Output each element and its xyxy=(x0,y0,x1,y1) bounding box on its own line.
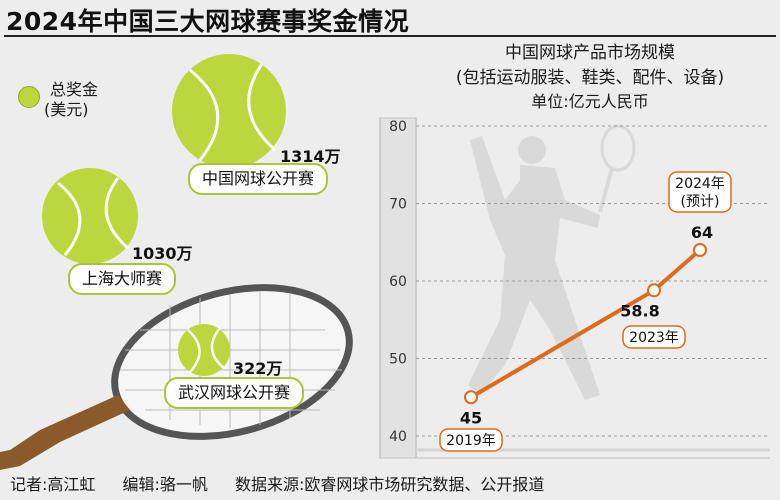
ball-china-open xyxy=(172,54,286,168)
data-point-1 xyxy=(647,283,661,298)
y-tick-label-40: 40 xyxy=(389,429,407,445)
title-underline xyxy=(4,35,776,37)
market-size-line-chart: 40 50 60 70 80 45 58.8 64 2019年 2023年 2024年 (预计) xyxy=(389,119,770,452)
x-label-2019-text-0: 2019年 xyxy=(446,433,496,449)
x-label-2024-text-1: (预计) xyxy=(681,194,720,210)
event-label-china-open: 中国网球公开赛 xyxy=(188,163,329,195)
court-net-illustration xyxy=(379,117,770,459)
x-label-2023-text-0: 2023年 xyxy=(629,330,679,346)
data-point-2 xyxy=(693,243,707,257)
header: 2024年中国三大网球赛事奖金情况 xyxy=(0,0,780,37)
chart-unit: 单位:亿元人民币 xyxy=(531,92,649,111)
x-label-2024-box xyxy=(668,171,732,213)
prize-amount-wuhan-open: 322万 xyxy=(233,359,283,378)
ball-wuhan-open xyxy=(178,324,230,376)
x-label-2024-text-0: 2024年 xyxy=(675,176,725,192)
footer-credits: 记者:高江虹 编辑:骆一帆 数据来源:欧睿网球市场研究数据、公开报道 xyxy=(10,471,566,495)
ball-shanghai-masters xyxy=(42,168,138,264)
x-label-2019-box xyxy=(439,428,503,452)
data-label-2: 64 xyxy=(691,223,713,242)
y-tick-label-60: 60 xyxy=(389,274,407,290)
page-title: 2024年中国三大网球赛事奖金情况 xyxy=(6,7,410,36)
racket-illustration xyxy=(0,284,353,470)
reporter-credit: 记者:高江虹 xyxy=(10,475,96,494)
x-label-2023-box xyxy=(622,325,686,349)
chart-title: 中国网球产品市场规模 xyxy=(505,43,675,63)
prize-amount-shanghai-masters: 1030万 xyxy=(132,244,193,263)
data-label-0: 45 xyxy=(460,408,482,427)
legend-unit: (美元) xyxy=(44,100,89,119)
y-tick-label-50: 50 xyxy=(389,352,407,368)
chart-subtitle: (包括运动服装、鞋类、配件、设备) xyxy=(455,68,725,88)
prize-amount-china-open: 1314万 xyxy=(280,147,341,166)
player-silhouette xyxy=(468,124,636,400)
y-tick-label-70: 70 xyxy=(389,197,407,213)
data-label-1: 58.8 xyxy=(620,301,659,320)
event-label-wuhan-open: 武汉网球公开赛 xyxy=(164,377,305,409)
data-point-0 xyxy=(464,390,478,405)
event-label-shanghai-masters: 上海大师赛 xyxy=(68,263,177,295)
source-credit: 数据来源:欧睿网球市场研究数据、公开报道 xyxy=(235,475,545,494)
editor-credit: 编辑:骆一帆 xyxy=(122,475,208,494)
tennis-ball-icon xyxy=(18,86,40,108)
legend-label: 总奖金 xyxy=(50,80,99,99)
y-tick-label-80: 80 xyxy=(389,119,407,135)
